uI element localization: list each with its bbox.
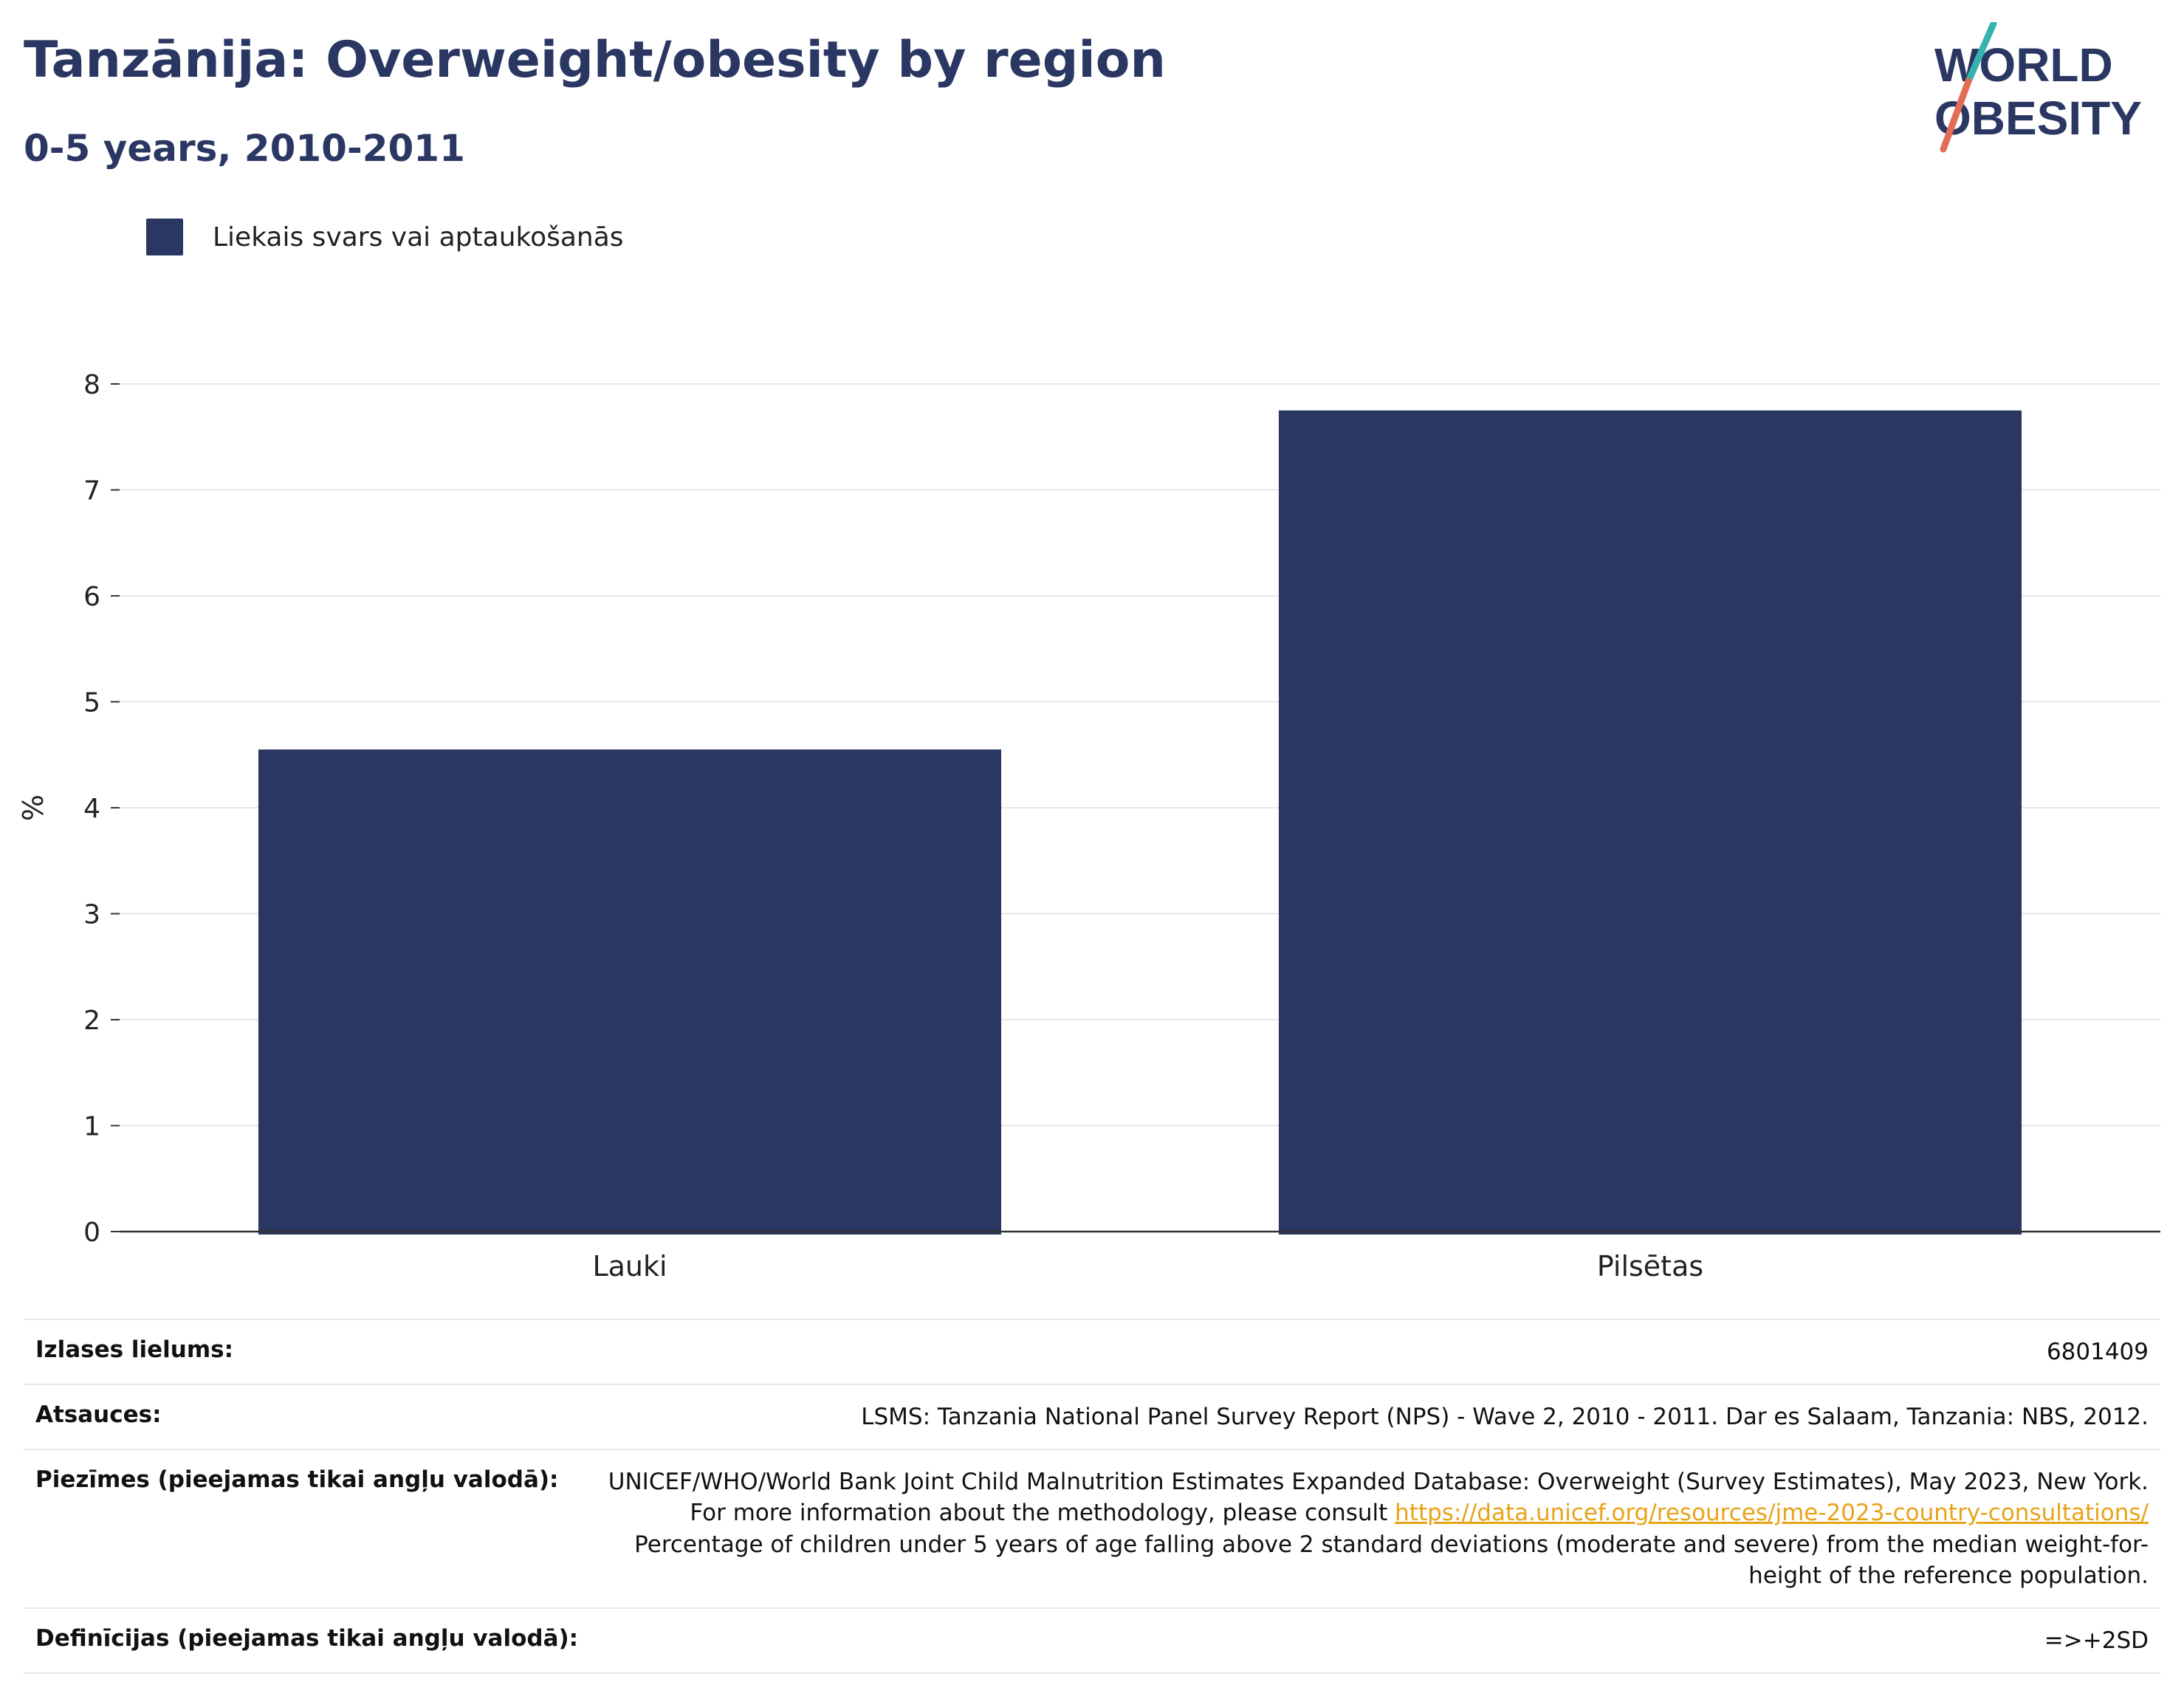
y-axis-ticks: 0 1 2 3 4 5 6 7 8 — [83, 370, 120, 1248]
svg-text:OBESITY: OBESITY — [1934, 92, 2142, 145]
chart-subtitle: 0-5 years, 2010-2011 — [24, 127, 465, 170]
bars — [258, 410, 2022, 1235]
y-tick-label: 3 — [83, 900, 100, 930]
sources-value: LSMS: Tanzania National Panel Survey Rep… — [861, 1404, 2149, 1431]
y-tick-label: 1 — [83, 1112, 100, 1142]
definitions-row: Definīcijas (pieejamas tikai angļu valod… — [24, 1607, 2160, 1675]
y-tick-label: 7 — [83, 476, 100, 507]
bar-chart: 0 1 2 3 4 5 6 7 8 Lauki Pilsētas % — [17, 370, 2160, 1283]
x-tick-label: Lauki — [592, 1250, 667, 1283]
legend-label: Liekais svars vai aptaukošanās — [213, 222, 624, 253]
legend: Liekais svars vai aptaukošanās — [146, 219, 624, 255]
y-tick-label: 6 — [83, 582, 100, 612]
bar-lauki[interactable] — [258, 749, 1002, 1235]
definitions-value: =>+2SD — [2044, 1627, 2149, 1654]
sample-size-row: Izlases lielums: 6801409 — [24, 1319, 2160, 1384]
bar-pilsētas[interactable] — [1278, 410, 2022, 1235]
y-tick-label: 5 — [83, 688, 100, 718]
notes-row: Piezīmes (pieejamas tikai angļu valodā):… — [24, 1449, 2160, 1607]
y-tick-label: 0 — [83, 1218, 100, 1248]
x-tick-label: Pilsētas — [1597, 1250, 1703, 1283]
legend-swatch — [146, 219, 183, 255]
metadata-table: Izlases lielums: 6801409 Atsauces: LSMS:… — [24, 1319, 2160, 1675]
sources-row: Atsauces: LSMS: Tanzania National Panel … — [24, 1384, 2160, 1449]
y-axis-label: % — [17, 794, 49, 821]
y-tick-label: 8 — [83, 370, 100, 400]
notes-label: Piezīmes (pieejamas tikai angļu valodā): — [35, 1466, 559, 1494]
world-obesity-logo: WORLD OBESITY — [1927, 20, 2171, 155]
notes-text-before: UNICEF/WHO/World Bank Joint Child Malnut… — [608, 1469, 2149, 1527]
y-tick-label: 4 — [83, 794, 100, 824]
definitions-label: Definīcijas (pieejamas tikai angļu valod… — [35, 1624, 579, 1652]
x-axis-ticks: Lauki Pilsētas — [592, 1250, 1703, 1283]
y-tick-label: 2 — [83, 1006, 100, 1036]
sample-size-label: Izlases lielums: — [35, 1336, 233, 1363]
notes-value: UNICEF/WHO/World Bank Joint Child Malnut… — [598, 1466, 2149, 1591]
sample-size-value: 6801409 — [2046, 1339, 2149, 1365]
svg-text:WORLD: WORLD — [1934, 38, 2113, 92]
chart-title: Tanzānija: Overweight/obesity by region — [24, 31, 1166, 89]
notes-link[interactable]: https://data.unicef.org/resources/jme-20… — [1395, 1500, 2149, 1527]
sources-label: Atsauces: — [35, 1401, 162, 1429]
notes-text-after: Percentage of children under 5 years of … — [634, 1531, 2149, 1589]
